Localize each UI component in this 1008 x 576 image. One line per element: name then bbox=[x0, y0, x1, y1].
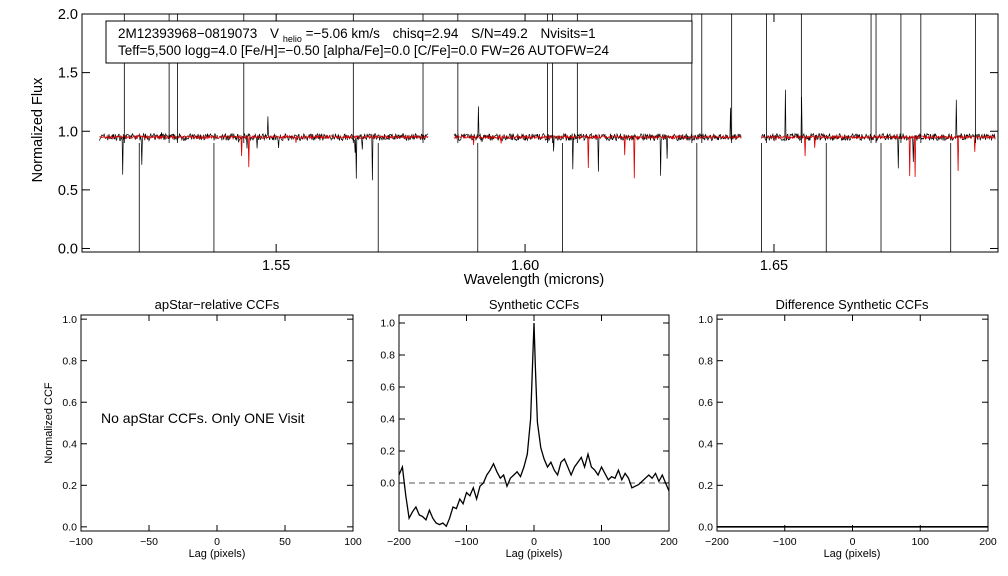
y-tick-label: 1.0 bbox=[58, 124, 78, 140]
y-tick-label: 0.6 bbox=[698, 397, 713, 409]
y-tick-label: 0.4 bbox=[698, 438, 713, 450]
y-tick-label: 0.4 bbox=[380, 414, 395, 426]
observed-spectrum-line bbox=[761, 89, 996, 169]
y-tick-label: 0.2 bbox=[380, 446, 395, 458]
y-tick-label: 1.0 bbox=[698, 314, 713, 326]
x-tick-label: −100 bbox=[455, 536, 479, 548]
model-spectrum-line bbox=[99, 134, 429, 168]
spectrum-panel: 1.55 1.60 1.65 0.0 0.5 1.0 1.5 2.0 2M12393968−0… bbox=[30, 7, 999, 288]
x-tick-label: 100 bbox=[593, 536, 611, 548]
spectrum-x-label: Wavelength (microns) bbox=[464, 272, 604, 288]
y-tick-label: 1.0 bbox=[380, 318, 395, 330]
difference-ccf-title: Difference Synthetic CCFs bbox=[776, 297, 929, 312]
apstar-ccf-annotation: No apStar CCFs. Only ONE Visit bbox=[101, 410, 305, 426]
synthetic-ccf-plot bbox=[398, 322, 670, 528]
synthetic-ccf-axes-frame bbox=[398, 314, 670, 532]
apstar-ccf-title: apStar−relative CCFs bbox=[155, 297, 280, 312]
legend-v-prefix: V bbox=[270, 26, 279, 41]
x-tick-label: 50 bbox=[279, 536, 291, 548]
spectrum-ticks: 1.55 1.60 1.65 0.0 0.5 1.0 1.5 2.0 bbox=[58, 7, 998, 274]
y-tick-label: 0.8 bbox=[380, 350, 395, 362]
y-tick-label: 0.6 bbox=[62, 397, 77, 409]
model-spectrum-line bbox=[761, 134, 996, 178]
y-tick-label: 1.0 bbox=[62, 314, 77, 326]
spectrum-axes-frame bbox=[81, 13, 999, 253]
legend-box bbox=[105, 20, 693, 64]
y-tick-label: 1.5 bbox=[58, 66, 78, 82]
synthetic-ccf-x-label: Lag (pixels) bbox=[506, 548, 563, 560]
legend-v-value: =−5.06 km/s bbox=[306, 26, 381, 41]
synthetic-ccf-line bbox=[398, 322, 670, 528]
legend-line-1: 2M12393968−0819073 V helio =−5.06 km/s c… bbox=[118, 26, 596, 45]
x-tick-label: −100 bbox=[69, 536, 93, 548]
x-tick-label: −50 bbox=[140, 536, 158, 548]
apstar-ccf-x-label: Lag (pixels) bbox=[189, 548, 246, 560]
synthetic-ccf-ticks: −200 −100 0 100 200 0.0 0.2 0.4 0.6 0.8 1.0 bbox=[380, 315, 678, 548]
spectrum-plot bbox=[99, 14, 996, 252]
y-tick-label: 0.2 bbox=[62, 480, 77, 492]
y-tick-label: 0.8 bbox=[62, 355, 77, 367]
x-tick-label: 1.60 bbox=[511, 258, 539, 274]
x-tick-label: 200 bbox=[979, 536, 997, 548]
y-tick-label: 0.0 bbox=[380, 478, 395, 490]
x-tick-label: −100 bbox=[773, 536, 797, 548]
y-tick-label: 0.0 bbox=[62, 522, 77, 534]
observed-spectrum-line bbox=[453, 106, 742, 176]
y-tick-label: 0.6 bbox=[380, 382, 395, 394]
y-tick-label: 0.4 bbox=[62, 438, 77, 450]
legend-sn: S/N=49.2 bbox=[471, 26, 528, 41]
spectrum-legend: 2M12393968−0819073 V helio =−5.06 km/s c… bbox=[105, 20, 693, 64]
difference-ccf-panel: −200 −100 0 100 200 0.0 0.2 0.4 0.6 0.8 1.0 Differ… bbox=[698, 297, 997, 560]
y-tick-label: 0.5 bbox=[58, 183, 78, 199]
x-tick-label: 1.65 bbox=[760, 258, 788, 274]
observed-spectrum-line bbox=[99, 116, 429, 181]
legend-chisq: chisq=2.94 bbox=[393, 26, 459, 41]
legend-line-2: Teff=5,500 logg=4.0 [Fe/H]=−0.50 [alpha/… bbox=[118, 43, 610, 58]
y-tick-label: 2.0 bbox=[58, 7, 78, 23]
difference-ccf-x-label: Lag (pixels) bbox=[824, 548, 881, 560]
difference-ccf-ticks: −200 −100 0 100 200 0.0 0.2 0.4 0.6 0.8 1.0 bbox=[698, 314, 997, 548]
legend-star-id: 2M12393968−0819073 bbox=[118, 26, 257, 41]
legend-nvisits: Nvisits=1 bbox=[541, 26, 596, 41]
x-tick-label: 0 bbox=[850, 536, 856, 548]
spectrum-y-label: Normalized Flux bbox=[30, 77, 46, 182]
y-tick-label: 0.2 bbox=[698, 480, 713, 492]
x-tick-label: 200 bbox=[660, 536, 678, 548]
x-tick-label: 100 bbox=[911, 536, 929, 548]
apstar-ccf-panel: −100 −50 0 50 100 0.0 0.2 0.4 0.6 0.8 1.0 apStar−r… bbox=[43, 297, 362, 560]
legend-v-sub: helio bbox=[283, 34, 302, 44]
y-tick-label: 0.0 bbox=[698, 522, 713, 534]
x-tick-label: 0 bbox=[214, 536, 220, 548]
synthetic-ccf-panel: −200 −100 0 100 200 0.0 0.2 0.4 0.6 0.8 1.0 Synthe… bbox=[380, 297, 678, 560]
model-spectrum-line bbox=[453, 134, 742, 179]
x-tick-label: −200 bbox=[705, 536, 729, 548]
x-tick-label: 0 bbox=[531, 536, 537, 548]
x-tick-label: 1.55 bbox=[262, 258, 290, 274]
apstar-ccf-ticks: −100 −50 0 50 100 0.0 0.2 0.4 0.6 0.8 1.0 bbox=[62, 314, 362, 548]
y-tick-label: 0.8 bbox=[698, 355, 713, 367]
difference-ccf-axes-frame bbox=[716, 314, 989, 532]
x-tick-label: −200 bbox=[387, 536, 411, 548]
synthetic-ccf-title: Synthetic CCFs bbox=[489, 297, 580, 312]
x-tick-label: 100 bbox=[344, 536, 362, 548]
apstar-ccf-y-label: Normalized CCF bbox=[43, 382, 55, 464]
y-tick-label: 0.0 bbox=[58, 242, 78, 258]
